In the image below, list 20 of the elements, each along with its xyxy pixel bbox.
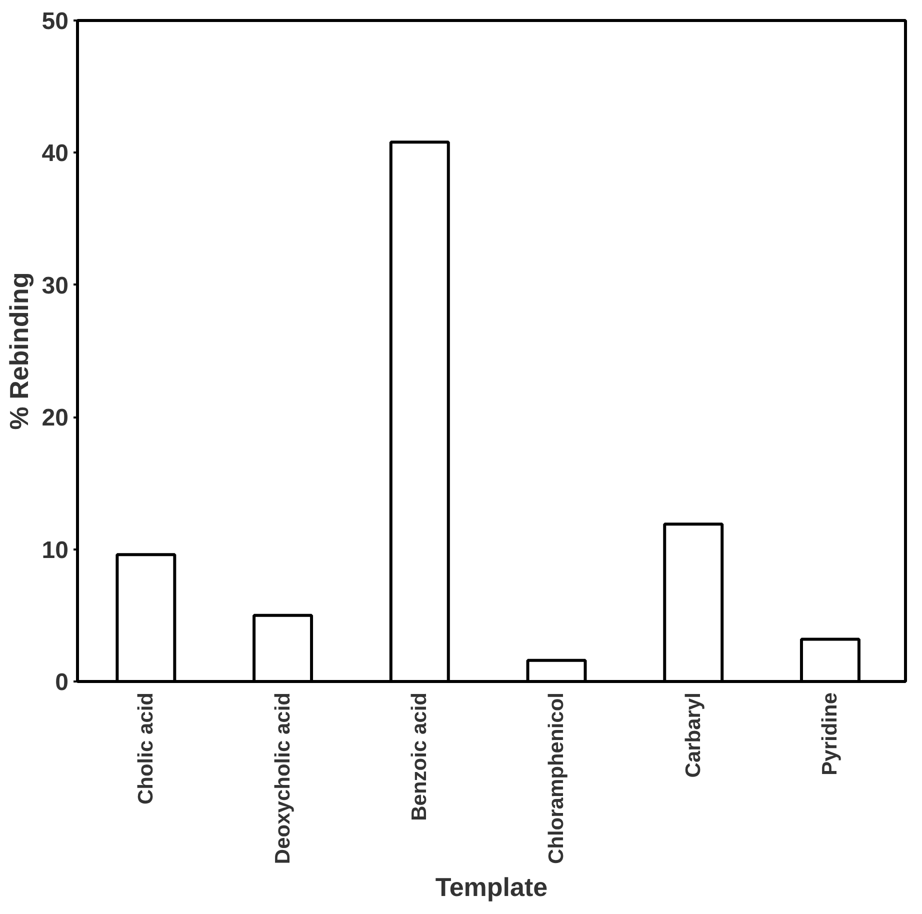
x-tick-label: Carbaryl (682, 692, 705, 778)
bar (252, 614, 314, 682)
x-tick-label: Benzoic acid (408, 692, 432, 821)
y-tick-label: 30 (42, 272, 69, 300)
y-tick-label: 40 (42, 140, 69, 168)
bar (800, 638, 860, 682)
y-tick-label: 50 (42, 8, 69, 35)
x-tick-label: Pyridine (818, 692, 842, 776)
y-tick-label: 20 (42, 404, 69, 432)
bar (116, 553, 176, 682)
x-tick-label: Cholic acid (134, 692, 158, 805)
x-tick-label: Chloramphenicol (545, 692, 568, 864)
bar (389, 140, 450, 682)
x-axis-title: Template (435, 872, 548, 902)
y-tick-label: 10 (42, 536, 69, 564)
bar (526, 658, 587, 682)
y-tick-label: 0 (55, 669, 69, 696)
bar (663, 522, 724, 682)
y-axis-title: % Rebinding (4, 272, 34, 430)
x-tick-label: Deoxycholic acid (271, 692, 294, 864)
